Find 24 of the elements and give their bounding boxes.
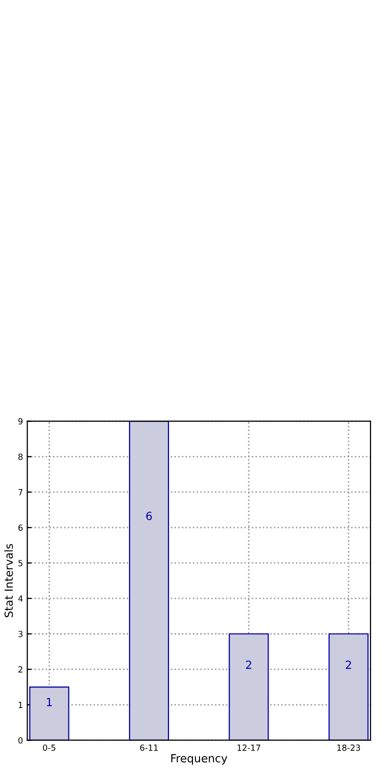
y-tick-label: 3 bbox=[18, 630, 22, 638]
annotation: 2 bbox=[246, 660, 252, 669]
annotation: 6 bbox=[146, 512, 152, 520]
y-tick-label: 7 bbox=[18, 489, 22, 496]
x-tick-label: 12-17 bbox=[238, 744, 260, 751]
y-tick-label: 1 bbox=[18, 702, 22, 708]
y-tick-label: 4 bbox=[18, 596, 23, 602]
bar bbox=[328, 633, 369, 740]
y-tick-label: 9 bbox=[18, 418, 23, 424]
x-axis-title: Frequency bbox=[171, 754, 228, 765]
x-tick-label: 0-5 bbox=[42, 744, 56, 751]
y-axis-title: Stat Intervals bbox=[4, 544, 13, 618]
y-tick-label: 2 bbox=[18, 666, 22, 672]
x-tick-label: 18-23 bbox=[337, 744, 360, 751]
bar bbox=[29, 686, 70, 740]
annotation: 1 bbox=[46, 698, 52, 706]
y-tick-label: 0 bbox=[18, 737, 23, 744]
bar bbox=[129, 421, 170, 740]
annotation: 2 bbox=[346, 660, 351, 669]
x-tick-label: 6-11 bbox=[140, 744, 158, 751]
y-tick-label: 8 bbox=[18, 454, 23, 460]
bar bbox=[228, 633, 269, 740]
y-tick-label: 6 bbox=[18, 524, 23, 531]
y-tick-label: 5 bbox=[18, 560, 22, 566]
